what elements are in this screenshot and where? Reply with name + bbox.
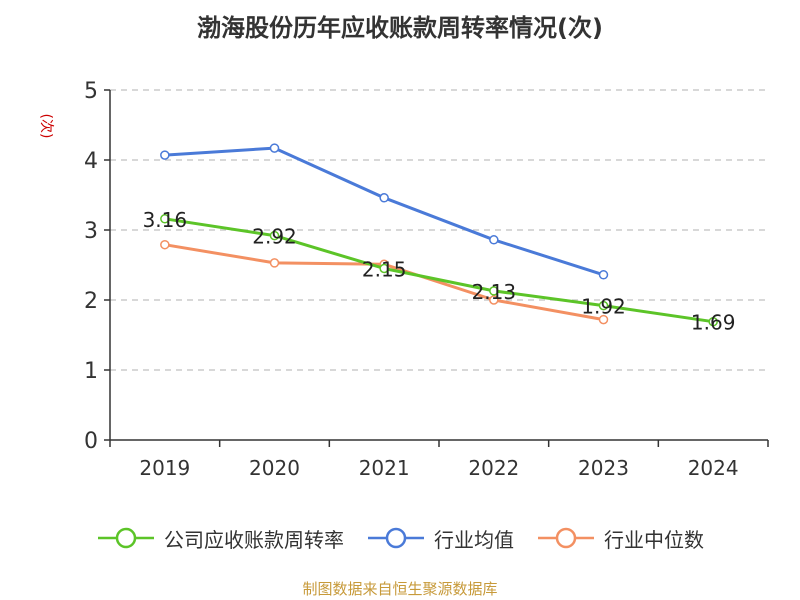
- data-point[interactable]: [379, 193, 389, 203]
- data-point[interactable]: [708, 316, 718, 327]
- x-tick-label: 2021: [359, 456, 410, 480]
- chart-title: 渤海股份历年应收账款周转率情况(次): [197, 14, 603, 42]
- data-label: 1.92: [581, 295, 626, 319]
- data-point[interactable]: [379, 263, 389, 274]
- data-point[interactable]: [269, 258, 280, 268]
- x-tick-label: 2020: [249, 456, 300, 480]
- data-point[interactable]: [598, 270, 609, 280]
- data-label: 2.15: [362, 258, 407, 282]
- legend-label: 公司应收账款周转率: [164, 527, 344, 552]
- series-line: [164, 217, 714, 324]
- legend-marker-icon: [98, 527, 154, 549]
- data-point[interactable]: [269, 143, 280, 153]
- y-tick-label: 0: [84, 429, 98, 454]
- y-tick-label: 4: [84, 149, 98, 174]
- data-labels: 3.16 2.92 2.15 2.13 1.92 1.69: [143, 208, 736, 335]
- data-point[interactable]: [160, 214, 170, 224]
- y-axis-label: (次): [38, 114, 54, 139]
- data-label: 2.92: [252, 225, 297, 249]
- line-chart: (次) 0 1 2 3 4 5 2019 2020 2021 2022 2023 2024 3.16 2…: [38, 79, 769, 480]
- legend-marker-icon: [368, 527, 424, 549]
- data-point[interactable]: [489, 286, 499, 296]
- source-note: 制图数据来自恒生聚源数据库: [302, 580, 498, 598]
- x-tick-label: 2023: [578, 456, 629, 480]
- legend-marker-icon: [538, 527, 594, 549]
- y-tick-label: 1: [84, 359, 98, 384]
- axes: 0 1 2 3 4 5 2019 2020 2021 2022 2023 2024: [84, 79, 769, 480]
- legend-item[interactable]: 行业均值: [366, 524, 514, 553]
- data-label: 1.69: [691, 311, 736, 335]
- grid-lines: [110, 89, 768, 371]
- legend-label: 行业中位数: [604, 527, 704, 552]
- x-tick-label: 2022: [468, 456, 519, 480]
- data-point[interactable]: [489, 295, 499, 305]
- data-point[interactable]: [598, 314, 609, 325]
- data-point[interactable]: [160, 150, 170, 160]
- data-point[interactable]: [598, 300, 609, 311]
- data-point[interactable]: [269, 230, 280, 241]
- x-tick-label: 2024: [688, 456, 739, 480]
- legend: 公司应收账款周转率 行业均值 行业中位数: [0, 520, 800, 556]
- y-tick-label: 2: [84, 289, 98, 314]
- y-tick-label: 3: [84, 219, 98, 244]
- legend-item[interactable]: 行业中位数: [536, 524, 704, 553]
- y-tick-label: 5: [84, 79, 98, 104]
- data-point[interactable]: [160, 239, 170, 250]
- legend-label: 行业均值: [434, 527, 514, 552]
- data-label: 3.16: [143, 208, 188, 232]
- data-point[interactable]: [489, 235, 499, 245]
- series-layer: [160, 143, 718, 327]
- legend-item[interactable]: 公司应收账款周转率: [96, 524, 344, 553]
- data-label: 2.13: [472, 280, 517, 304]
- x-tick-label: 2019: [139, 456, 190, 480]
- series-line: [164, 243, 604, 322]
